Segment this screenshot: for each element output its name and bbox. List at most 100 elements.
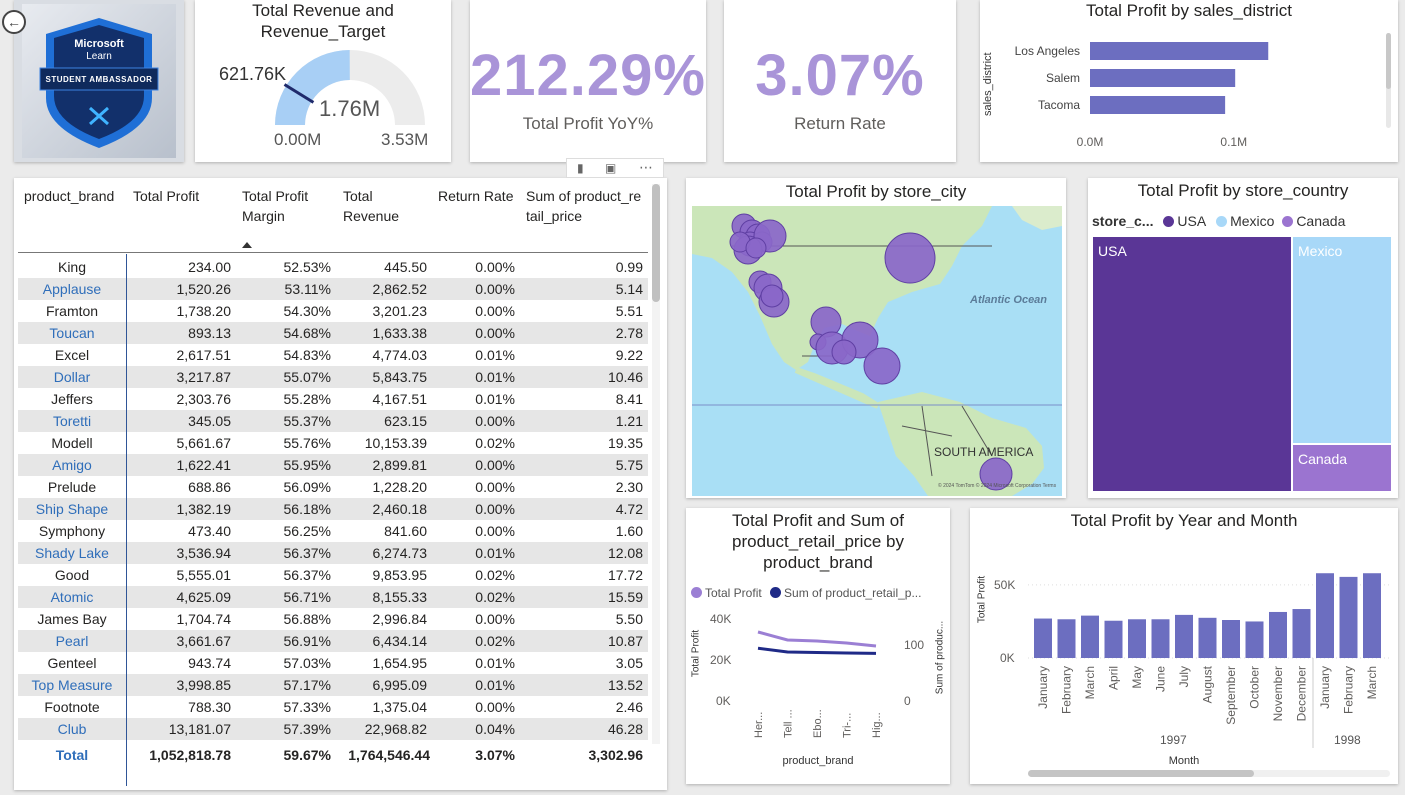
table-row[interactable]: Genteel 943.74 57.03% 1,654.95 0.01% 3.05 bbox=[18, 652, 648, 674]
table-row[interactable]: Toretti 345.05 55.37% 623.15 0.00% 1.21 bbox=[18, 410, 648, 432]
table-row[interactable]: Top Measure 3,998.85 57.17% 6,995.09 0.01% 13… bbox=[18, 674, 648, 696]
col-header-margin[interactable]: Total Profit Margin bbox=[242, 188, 309, 224]
monthly-bar[interactable] bbox=[1057, 619, 1076, 658]
district-scrollbar[interactable] bbox=[1386, 33, 1391, 128]
treemap-canada[interactable]: Canada bbox=[1293, 445, 1391, 491]
table-row[interactable]: Ship Shape 1,382.19 56.18% 2,460.18 0.00% 4.7… bbox=[18, 498, 648, 520]
cell-revenue: 22,968.82 bbox=[364, 721, 427, 737]
monthly-bar[interactable] bbox=[1363, 573, 1381, 658]
monthly-bar[interactable] bbox=[1339, 576, 1358, 658]
table-row[interactable]: Footnote 788.30 57.33% 1,375.04 0.00% 2.46 bbox=[18, 696, 648, 718]
back-arrow-icon[interactable]: ← bbox=[2, 10, 26, 34]
combo-rtick-100: 100 bbox=[904, 638, 925, 652]
combo-chart-card[interactable]: Total Profit and Sum of product_retail_p… bbox=[686, 508, 950, 784]
combo-rtick-0: 0 bbox=[904, 694, 911, 708]
table-row[interactable]: Dollar 3,217.87 55.07% 5,843.75 0.01% 10.46 bbox=[18, 366, 648, 388]
pin-icon[interactable]: ▮ bbox=[577, 161, 584, 175]
city-bubble[interactable] bbox=[760, 284, 784, 308]
city-bubble[interactable] bbox=[745, 237, 767, 259]
kpi-yoy-card[interactable]: 212.29% Total Profit YoY% bbox=[470, 0, 706, 162]
table-row[interactable]: Pearl 3,661.67 56.91% 6,434.14 0.02% 10.87 bbox=[18, 630, 648, 652]
table-row[interactable]: Amigo 1,622.41 55.95% 2,899.81 0.00% 5.75 bbox=[18, 454, 648, 476]
table-row[interactable]: Applause 1,520.26 53.11% 2,862.52 0.00% 5.14 bbox=[18, 278, 648, 300]
col-header-brand[interactable]: product_brand bbox=[24, 188, 115, 204]
cell-return: 0.01% bbox=[475, 655, 515, 671]
table-row[interactable]: Modell 5,661.67 55.76% 10,153.39 0.02% 19.35 bbox=[18, 432, 648, 454]
table-row[interactable]: Atomic 4,625.09 56.71% 8,155.33 0.02% 15.59 bbox=[18, 586, 648, 608]
combo-lines: Her... Tell ... Ebo... Tri-... Hig... bbox=[753, 630, 883, 738]
city-bubble[interactable] bbox=[863, 347, 901, 385]
district-bar[interactable] bbox=[1090, 42, 1269, 60]
col-header-revenue[interactable]: Total Revenue bbox=[343, 188, 400, 224]
district-chart-card[interactable]: Total Profit by sales_district sales_dis… bbox=[980, 0, 1398, 162]
table-row[interactable]: Jeffers 2,303.76 55.28% 4,167.51 0.01% 8.41 bbox=[18, 388, 648, 410]
monthly-bar[interactable] bbox=[1222, 620, 1240, 658]
table-row[interactable]: King 234.00 52.53% 445.50 0.00% 0.99 bbox=[18, 256, 648, 278]
district-scroll-thumb[interactable] bbox=[1386, 33, 1391, 89]
monthly-bar[interactable] bbox=[1316, 573, 1334, 658]
cell-profit: 3,536.94 bbox=[176, 545, 232, 561]
monthly-hscrollbar[interactable] bbox=[1028, 770, 1390, 777]
table-scrollbar[interactable] bbox=[652, 184, 660, 744]
map-attribution[interactable]: © 2024 TomTom © 2024 Microsoft Corporati… bbox=[938, 483, 1057, 489]
gauge-card[interactable]: Total Revenue and Revenue_Target 621.76K… bbox=[195, 0, 451, 162]
col-header-retail[interactable]: Sum of product_retail_price bbox=[526, 188, 642, 224]
visual-toolbar[interactable]: ▮ ▣ ⋯ bbox=[566, 158, 664, 178]
monthly-hscroll-thumb[interactable] bbox=[1028, 770, 1254, 777]
combo-xtick: Tell ... bbox=[783, 709, 795, 738]
cell-revenue: 10,153.39 bbox=[364, 435, 427, 451]
monthly-bar[interactable] bbox=[1198, 617, 1217, 658]
treemap-usa[interactable]: USA bbox=[1093, 237, 1291, 491]
city-bubble[interactable] bbox=[831, 339, 857, 365]
combo-legend-profit[interactable]: Total Profit bbox=[705, 586, 762, 600]
district-bar[interactable] bbox=[1090, 69, 1236, 87]
treemap-card[interactable]: Total Profit by store_country store_c...… bbox=[1088, 178, 1398, 498]
sort-ascending-icon[interactable] bbox=[242, 242, 252, 248]
table-row[interactable]: Good 5,555.01 56.37% 9,853.95 0.02% 17.72 bbox=[18, 564, 648, 586]
table-row[interactable]: Prelude 688.86 56.09% 1,228.20 0.00% 2.30 bbox=[18, 476, 648, 498]
monthly-bar[interactable] bbox=[1104, 620, 1123, 658]
monthly-bar[interactable] bbox=[1128, 619, 1146, 658]
monthly-bar[interactable] bbox=[1245, 621, 1264, 658]
table-row[interactable]: James Bay 1,704.74 56.88% 2,996.84 0.00% 5.50 bbox=[18, 608, 648, 630]
table-scroll-thumb[interactable] bbox=[652, 184, 660, 302]
cell-profit: 4,625.09 bbox=[176, 589, 232, 605]
city-bubble[interactable] bbox=[884, 232, 936, 284]
focus-mode-icon[interactable]: ▣ bbox=[605, 161, 617, 175]
combo-series-line[interactable] bbox=[757, 646, 877, 655]
more-options-icon[interactable]: ⋯ bbox=[639, 159, 653, 175]
combo-series-line[interactable] bbox=[757, 630, 877, 648]
city-bubble[interactable] bbox=[979, 457, 1013, 491]
monthly-bar[interactable] bbox=[1269, 611, 1287, 658]
table-row[interactable]: Shady Lake 3,536.94 56.37% 6,274.73 0.01% 12.… bbox=[18, 542, 648, 564]
map-card[interactable]: Total Profit by store_city Atlantic Ocea… bbox=[686, 178, 1066, 498]
table-row[interactable]: Toucan 893.13 54.68% 1,633.38 0.00% 2.78 bbox=[18, 322, 648, 344]
map-title: Total Profit by store_city bbox=[785, 182, 967, 201]
cell-revenue: 2,899.81 bbox=[372, 457, 428, 473]
legend-usa[interactable]: USA bbox=[1177, 213, 1207, 229]
monthly-xtick: January bbox=[1318, 666, 1332, 709]
legend-canada[interactable]: Canada bbox=[1296, 213, 1346, 229]
kpi-return-card[interactable]: 3.07% Return Rate bbox=[724, 0, 956, 162]
table-row[interactable]: Symphony 473.40 56.25% 841.60 0.00% 1.60 bbox=[18, 520, 648, 542]
legend-mexico[interactable]: Mexico bbox=[1230, 213, 1275, 229]
cell-margin: 55.07% bbox=[283, 369, 331, 385]
treemap-mexico[interactable]: Mexico bbox=[1293, 237, 1391, 443]
combo-legend-retail[interactable]: Sum of product_retail_p... bbox=[784, 586, 922, 600]
table-row[interactable]: Excel 2,617.51 54.83% 4,774.03 0.01% 9.22 bbox=[18, 344, 648, 366]
cell-retail: 15.59 bbox=[607, 589, 643, 605]
monthly-bar[interactable] bbox=[1175, 614, 1193, 658]
monthly-bar[interactable] bbox=[1151, 619, 1170, 658]
table-row[interactable]: Club 13,181.07 57.39% 22,968.82 0.04% 46.28 bbox=[18, 718, 648, 740]
district-bar[interactable] bbox=[1090, 96, 1226, 114]
map-area[interactable] bbox=[692, 206, 1062, 496]
col-header-profit[interactable]: Total Profit bbox=[133, 188, 200, 204]
col-header-return[interactable]: Return Rate bbox=[438, 188, 514, 204]
monthly-bar[interactable] bbox=[1081, 615, 1099, 658]
gauge-chart bbox=[275, 50, 425, 125]
table-row[interactable]: Framton 1,738.20 54.30% 3,201.23 0.00% 5.51 bbox=[18, 300, 648, 322]
monthly-bar[interactable] bbox=[1034, 618, 1052, 658]
cell-profit: 1,738.20 bbox=[176, 303, 232, 319]
monthly-bar[interactable] bbox=[1292, 609, 1311, 658]
monthly-chart-card[interactable]: Total Profit by Year and Month Total Pro… bbox=[970, 508, 1398, 784]
